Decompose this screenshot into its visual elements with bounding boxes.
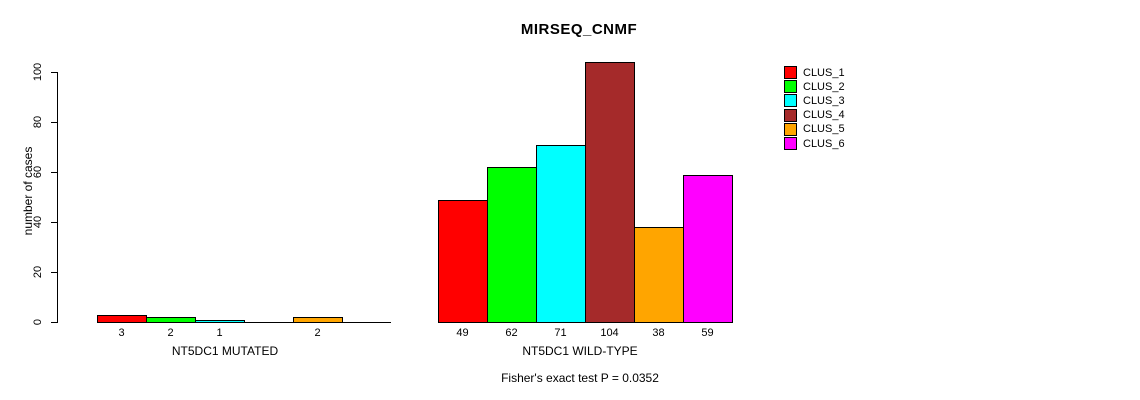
legend-swatch-clus_2 <box>784 80 797 94</box>
y-axis-tick <box>51 122 57 123</box>
bar-clus_3 <box>536 144 586 323</box>
y-tick-label: 0 <box>32 318 44 326</box>
bar-clus_1 <box>438 199 488 323</box>
legend-label: CLUS_1 <box>803 66 845 79</box>
y-tick-label: 60 <box>32 165 44 179</box>
bar-clus_3 <box>195 319 245 323</box>
bar-value-label: 3 <box>118 327 125 339</box>
y-axis-tick <box>51 72 57 73</box>
y-tick-label: 80 <box>32 115 44 129</box>
bar-clus_2 <box>146 317 196 323</box>
bar-value-label: 2 <box>167 327 174 339</box>
legend-label: CLUS_5 <box>803 123 845 136</box>
legend-label: CLUS_3 <box>803 94 845 107</box>
y-axis-tick <box>51 172 57 173</box>
y-tick-label: 40 <box>32 215 44 229</box>
legend-label: CLUS_4 <box>803 109 845 122</box>
y-tick-label: 100 <box>32 62 44 82</box>
group-label: NT5DC1 MUTATED <box>171 344 279 358</box>
bar-clus_1 <box>97 314 147 323</box>
y-axis-tick <box>51 322 57 323</box>
bar-value-label: 59 <box>701 327 714 339</box>
legend-label: CLUS_2 <box>803 80 845 93</box>
y-axis-tick <box>51 222 57 223</box>
bar-clus_4 <box>585 62 635 323</box>
y-tick-label: 20 <box>32 265 44 279</box>
legend-label: CLUS_6 <box>803 137 845 150</box>
bar-value-label: 62 <box>505 327 518 339</box>
y-axis-line <box>57 72 58 323</box>
bar-value-label: 49 <box>456 327 469 339</box>
bar-value-label: 38 <box>652 327 665 339</box>
bar-clus_6 <box>683 174 733 323</box>
bar-value-label: 1 <box>216 327 223 339</box>
y-axis-tick <box>51 272 57 273</box>
legend-swatch-clus_3 <box>784 94 797 108</box>
bar-value-label: 2 <box>314 327 321 339</box>
bar-value-label: 104 <box>600 327 619 339</box>
legend-swatch-clus_1 <box>784 66 797 79</box>
chart-title: MIRSEQ_CNMF <box>520 21 638 38</box>
fisher-test-annotation: Fisher's exact test P = 0.0352 <box>501 371 659 385</box>
group-label: NT5DC1 WILD-TYPE <box>522 344 638 358</box>
bar-clus_2 <box>487 167 537 323</box>
legend-swatch-clus_6 <box>784 137 797 150</box>
bar-value-label: 71 <box>554 327 567 339</box>
legend-swatch-clus_4 <box>784 108 797 122</box>
legend-swatch-clus_5 <box>784 122 797 136</box>
bar-clus_5 <box>293 317 343 323</box>
bar-clus_5 <box>634 227 684 323</box>
